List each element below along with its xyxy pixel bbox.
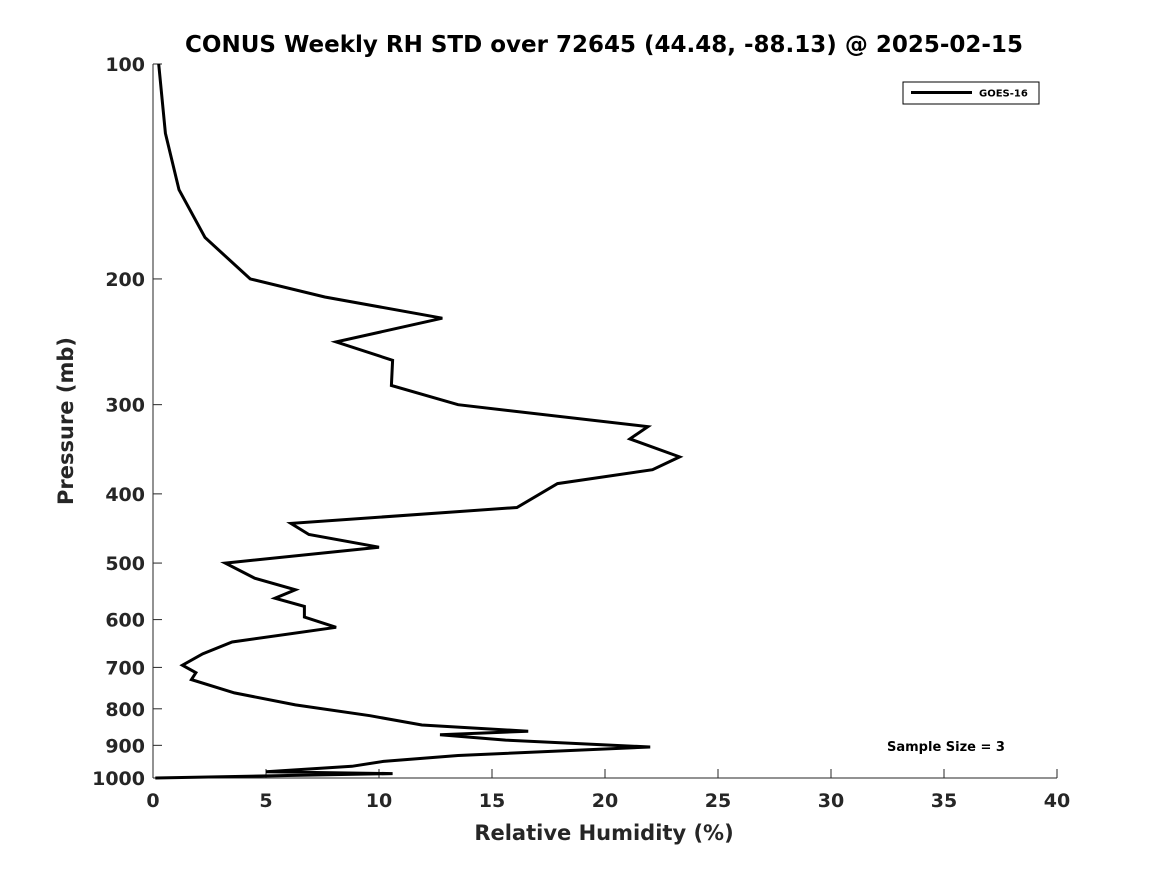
chart-title: CONUS Weekly RH STD over 72645 (44.48, -… (185, 32, 1023, 58)
x-tick-label: 10 (366, 790, 392, 812)
y-axis: 100 200 300 400 500 600 700 800 900 1000 (92, 54, 162, 790)
legend-label-goes-16: GOES-16 (979, 89, 1028, 100)
y-tick-label: 900 (105, 735, 145, 757)
x-tick-label: 5 (259, 790, 272, 812)
y-tick-label: 500 (105, 553, 145, 575)
x-tick-label: 30 (818, 790, 844, 812)
x-axis-title: Relative Humidity (%) (474, 821, 733, 845)
sample-size-annotation: Sample Size = 3 (887, 740, 1005, 755)
x-tick-label: 35 (931, 790, 957, 812)
y-tick-label: 1000 (92, 768, 145, 790)
y-tick-label: 300 (105, 395, 145, 417)
y-axis-title: Pressure (mb) (54, 337, 78, 505)
x-tick-label: 20 (592, 790, 618, 812)
x-tick-label: 15 (479, 790, 505, 812)
y-tick-label: 200 (105, 269, 145, 291)
y-tick-label: 800 (105, 699, 145, 721)
x-axis: 0 5 10 15 20 25 30 35 40 (146, 769, 1070, 812)
y-tick-label: 400 (105, 484, 145, 506)
y-tick-label: 700 (105, 657, 145, 679)
legend: GOES-16 (902, 81, 1040, 105)
series-layer (155, 63, 684, 780)
x-tick-label: 40 (1044, 790, 1070, 812)
series-line-goes-16 (155, 63, 684, 780)
x-tick-label: 0 (146, 790, 159, 812)
y-tick-label: 600 (105, 610, 145, 632)
y-tick-label: 100 (105, 54, 145, 76)
x-tick-label: 25 (705, 790, 731, 812)
